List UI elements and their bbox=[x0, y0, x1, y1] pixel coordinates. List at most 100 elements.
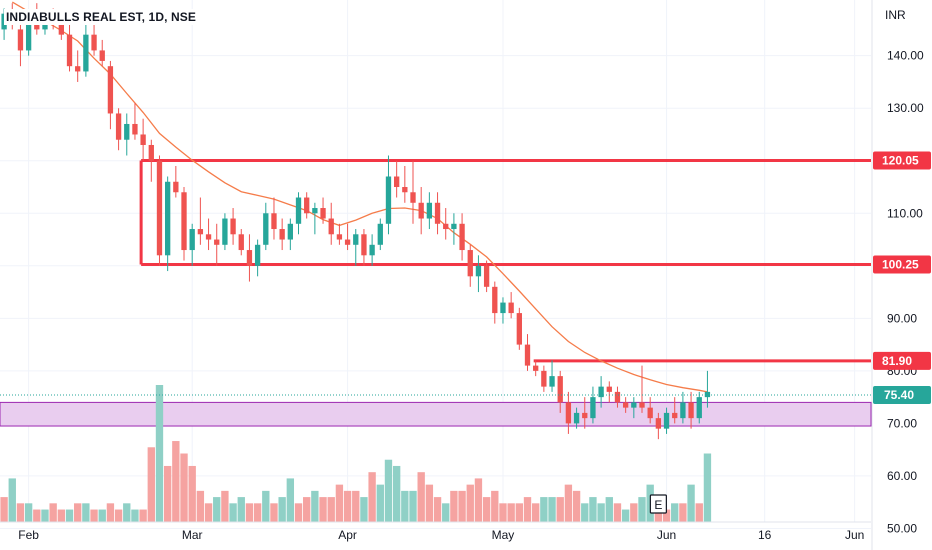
candle bbox=[164, 176, 171, 272]
candle bbox=[549, 360, 555, 392]
candle-body bbox=[181, 192, 187, 251]
candle-body bbox=[271, 213, 277, 230]
volume-bar bbox=[417, 472, 425, 522]
volume-bar bbox=[65, 509, 74, 522]
candle-body bbox=[17, 29, 24, 51]
candle-body bbox=[426, 202, 433, 219]
volume-bar bbox=[376, 484, 384, 522]
volume-bar bbox=[474, 478, 483, 522]
candle-body bbox=[500, 302, 506, 314]
candle bbox=[336, 223, 343, 245]
candle-body bbox=[295, 197, 302, 224]
candle bbox=[222, 213, 228, 251]
candle bbox=[402, 165, 408, 203]
event-marker[interactable]: E bbox=[649, 494, 667, 514]
volume-bar bbox=[262, 490, 270, 522]
volume-bar bbox=[425, 484, 434, 522]
volume-bar bbox=[556, 497, 564, 522]
candle-body bbox=[541, 370, 547, 387]
time-tick-label: Jun bbox=[657, 528, 676, 542]
level-price-tag bbox=[873, 151, 931, 170]
volume-bar bbox=[343, 490, 352, 522]
volume-bar bbox=[196, 490, 205, 522]
candle-body bbox=[58, 24, 64, 35]
candles[interactable] bbox=[1, 3, 711, 440]
moving-average bbox=[11, 1, 708, 393]
volume-bar bbox=[90, 509, 98, 522]
volume-bar bbox=[294, 503, 303, 522]
candle-body bbox=[369, 244, 375, 256]
candle-body bbox=[263, 213, 269, 245]
volume-bars bbox=[0, 385, 712, 522]
volume-bar bbox=[33, 509, 41, 522]
candle bbox=[181, 187, 187, 261]
candle bbox=[688, 391, 694, 429]
horizontal-levels[interactable] bbox=[139, 158, 871, 363]
candle-body bbox=[377, 223, 383, 245]
candle-body bbox=[598, 386, 604, 398]
volume-bar bbox=[253, 503, 262, 522]
volume-bar bbox=[278, 497, 286, 522]
candle-body bbox=[385, 176, 392, 224]
candle bbox=[475, 255, 482, 293]
time-tick-label: 16 bbox=[758, 528, 772, 542]
candle-body bbox=[34, 24, 40, 30]
time-tick-label: Jun bbox=[845, 528, 864, 542]
volume-bar bbox=[188, 465, 196, 522]
time-axis[interactable]: Feb Mar Apr May Jun 16 Jun bbox=[0, 521, 871, 542]
candle-body bbox=[287, 223, 293, 240]
candle-body bbox=[549, 376, 555, 387]
candle bbox=[156, 155, 163, 266]
candle bbox=[214, 223, 220, 266]
candle bbox=[320, 197, 326, 224]
candle bbox=[606, 381, 612, 403]
candle bbox=[254, 239, 261, 277]
level-price-tag-label: 120.05 bbox=[882, 153, 919, 167]
volume-bar bbox=[213, 497, 221, 522]
volume-bar bbox=[630, 503, 638, 522]
candle-body bbox=[647, 407, 653, 419]
volume-bar bbox=[327, 497, 335, 522]
candle-body bbox=[565, 402, 572, 424]
candle bbox=[622, 397, 629, 413]
volume-bar bbox=[229, 503, 237, 522]
candle bbox=[238, 229, 244, 256]
candle-body bbox=[663, 412, 670, 429]
candle-body bbox=[410, 192, 416, 203]
volume-bar bbox=[401, 490, 409, 522]
candle bbox=[696, 391, 702, 424]
volume-bar bbox=[106, 503, 115, 522]
candle bbox=[91, 18, 97, 56]
candle-body bbox=[492, 286, 498, 314]
candle bbox=[663, 407, 670, 434]
volume-bar bbox=[41, 509, 49, 522]
candle-body bbox=[124, 123, 130, 140]
volume-bar bbox=[392, 465, 401, 522]
last-price-tag bbox=[873, 386, 931, 405]
candle bbox=[230, 208, 236, 245]
candle-body bbox=[148, 144, 154, 161]
candle bbox=[75, 50, 81, 82]
volume-bar bbox=[605, 497, 613, 522]
volume-bar bbox=[662, 509, 671, 522]
volume-bar bbox=[433, 497, 442, 522]
candle bbox=[66, 24, 73, 72]
candle-body bbox=[533, 365, 539, 371]
volume-bar bbox=[221, 490, 229, 522]
volume-bar bbox=[237, 497, 245, 522]
candle-body bbox=[434, 202, 441, 224]
volume-bar bbox=[311, 490, 319, 522]
candle-body bbox=[222, 218, 228, 245]
candle bbox=[148, 139, 154, 182]
event-marker-label: E bbox=[654, 498, 662, 512]
volume-bar bbox=[442, 503, 450, 522]
candle bbox=[246, 234, 253, 282]
candle bbox=[582, 397, 588, 429]
volume-bar bbox=[589, 497, 597, 522]
price-axis[interactable]: INR140.00130.00120.00110.00100.0090.0080… bbox=[871, 0, 931, 550]
candle-body bbox=[205, 234, 212, 240]
candle-body bbox=[639, 402, 645, 408]
volume-bar bbox=[335, 484, 344, 522]
volume-bar bbox=[482, 497, 491, 522]
